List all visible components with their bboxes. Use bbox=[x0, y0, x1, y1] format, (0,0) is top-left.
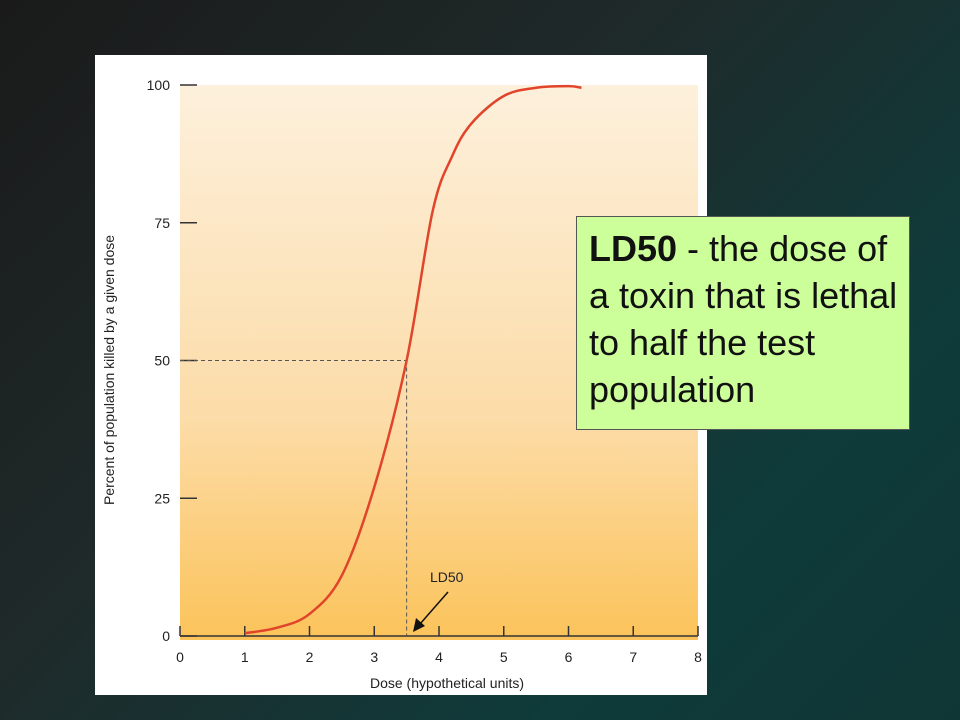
ld50-arrow-head bbox=[413, 618, 425, 632]
x-tick-label: 2 bbox=[306, 649, 314, 665]
x-tick-label: 6 bbox=[565, 649, 573, 665]
callout-term: LD50 bbox=[589, 228, 678, 269]
x-axis-label: Dose (hypothetical units) bbox=[370, 675, 524, 691]
y-tick-label: 50 bbox=[154, 353, 170, 369]
callout: LD50 - the dose of a toxin that is letha… bbox=[576, 216, 910, 430]
x-tick-label: 0 bbox=[176, 649, 184, 665]
callout-text: - the dose of a toxin that is lethal to … bbox=[589, 228, 898, 410]
ld50-arrow-shaft bbox=[419, 591, 449, 625]
y-tick-label: 25 bbox=[154, 490, 170, 506]
ld50-label: LD50 bbox=[430, 569, 464, 585]
x-tick-label: 7 bbox=[629, 649, 637, 665]
y-tick-label: 0 bbox=[162, 628, 170, 644]
x-tick-label: 4 bbox=[435, 649, 443, 665]
y-tick-label: 100 bbox=[147, 77, 171, 93]
x-tick-label: 3 bbox=[370, 649, 378, 665]
x-tick-label: 5 bbox=[500, 649, 508, 665]
y-axis-label: Percent of population killed by a given … bbox=[101, 235, 117, 505]
y-tick-label: 75 bbox=[154, 215, 170, 231]
x-tick-label: 1 bbox=[241, 649, 249, 665]
x-tick-label: 8 bbox=[694, 649, 702, 665]
dose-response-curve bbox=[244, 84, 582, 635]
